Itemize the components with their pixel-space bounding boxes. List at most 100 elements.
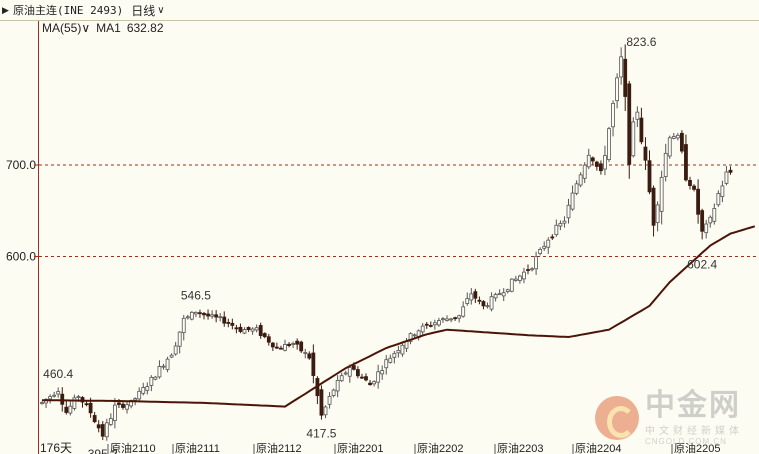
candle-up [52,394,57,397]
candle-up [671,136,676,139]
candle-down [270,342,275,348]
candle-up [501,292,506,297]
candle-up [343,372,348,375]
candle-up [331,389,336,396]
candle-down [594,161,599,167]
candle-down [473,291,478,299]
candle-down [226,322,231,324]
price-annotation: 602.4 [687,257,717,271]
candle-down [274,346,279,349]
candle-down [623,58,628,97]
candle-up [372,381,377,385]
watermark-tagline: 中文财经新媒体 [645,426,743,437]
candle-down [230,322,235,326]
period-selector[interactable]: 日线 ∨ [131,2,164,19]
candle-up [76,396,81,398]
bar-count-label: 176天 [40,441,72,454]
candle-up [461,306,466,317]
candle-up [210,314,215,317]
candle-up [485,305,490,308]
candle-up [157,366,162,378]
candle-down [238,326,243,332]
candle-down [643,146,648,161]
candle-up [193,311,198,315]
menu-icon[interactable]: ▶ [2,5,9,15]
candle-up [497,293,502,296]
candle-up [218,316,223,319]
candle-down [64,406,69,413]
candle-down [453,317,458,320]
candle-up [303,352,308,354]
candle-up [578,174,583,186]
candle-up [631,121,636,157]
candle-up [432,322,437,326]
candle-up [720,185,725,197]
candle-up [327,395,332,405]
y-tick-label: 700.0 [6,158,36,172]
candle-up [68,405,73,414]
candle-up [161,365,166,368]
candle-up [574,183,579,194]
candle-up [554,224,559,236]
candle-up [169,354,174,358]
candle-up [522,271,526,280]
candle-up [449,318,453,321]
candle-up [104,422,109,438]
indicator-bar: MA(55) ∨ MA1 632.82 [42,21,164,35]
x-tick-label: 原油2111 [175,441,220,454]
chevron-down-icon: ∨ [157,4,165,16]
candle-down [295,340,300,345]
candle-up [445,318,449,321]
candle-up [347,366,352,377]
candle-up [489,296,494,310]
candle-up [659,176,664,212]
candle-up [619,56,624,78]
candle-down [481,301,486,307]
ma-selector[interactable]: MA(55) ∨ [42,21,90,35]
chevron-down-icon: ∨ [81,21,91,35]
y-axis-labels: 600.0 700.0 [6,158,38,264]
y-tick-label: 600.0 [6,250,36,264]
candle-up [570,192,575,210]
candle-down [360,376,364,379]
candle-up [704,223,709,234]
ma-line [42,225,756,408]
candle-up [141,387,146,394]
candle-up [663,152,668,177]
candle-down [651,187,656,226]
candle-up [675,134,680,139]
candle-up [283,344,287,351]
ma1-label: MA1 [96,21,121,35]
candle-down [627,83,632,165]
candle-up [724,171,729,184]
candle-up [145,386,150,391]
candle-up [242,329,247,334]
candle-up [125,404,129,410]
candle-up [404,341,409,349]
candle-down [60,393,65,405]
candle-up [113,404,117,421]
candle-up [566,204,571,219]
candle-up [708,216,713,224]
symbol-title: 原油主连(INE 2493) [13,4,124,17]
candle-up [546,239,551,248]
candle-down [258,325,263,336]
candle-up [108,418,113,425]
candle-down [222,316,227,324]
header-bar: ▶ 原油主连(INE 2493) 日线 ∨ [0,0,759,20]
price-annotation: 460.4 [43,367,73,381]
candle-up [586,154,591,168]
candle-up [250,328,255,332]
candle-down [599,163,603,172]
candle-up [185,316,190,319]
candle-down [680,132,684,152]
candle-up [493,294,498,299]
price-annotation: 395.2 [88,447,118,454]
candle-up [558,223,563,227]
x-tick-label: 原油2203 [497,441,543,454]
candle-down [234,327,239,330]
candle-down [355,369,360,377]
candle-down [307,353,312,359]
candle-up [457,315,462,319]
